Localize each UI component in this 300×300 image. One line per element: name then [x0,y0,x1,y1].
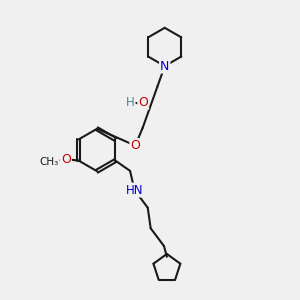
Text: O: O [138,96,148,109]
Text: CH₃: CH₃ [40,157,59,167]
Text: H: H [126,96,134,109]
Text: N: N [160,60,169,73]
Text: O: O [61,153,71,166]
Text: HN: HN [126,184,143,196]
Text: O: O [130,139,140,152]
